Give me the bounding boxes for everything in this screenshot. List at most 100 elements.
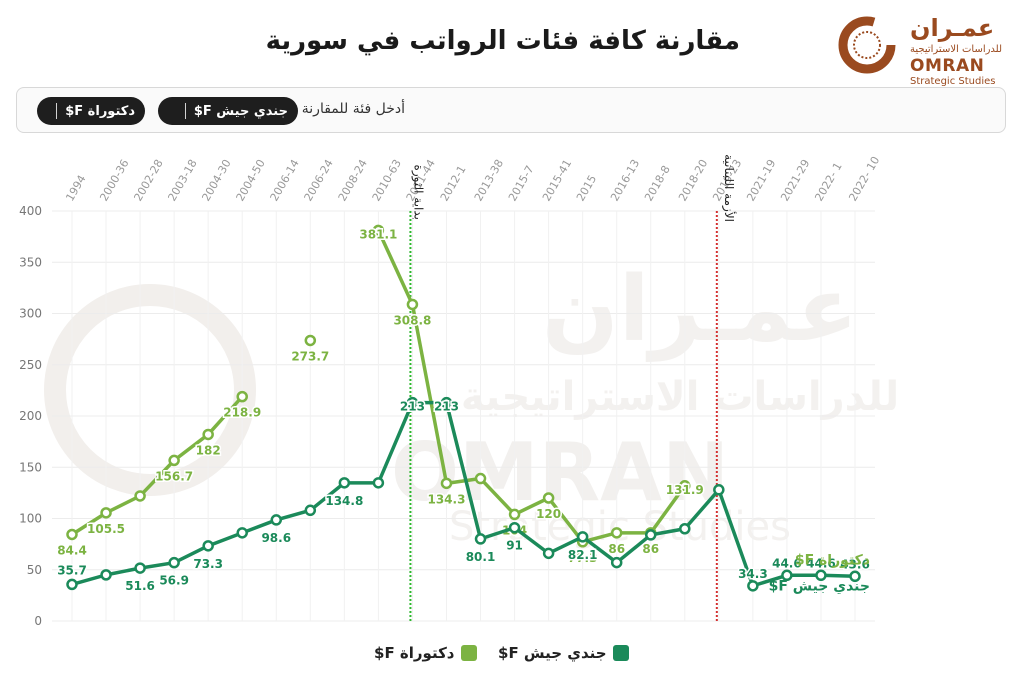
legend-doctorate-label: دكتوراة F$ [374,644,455,662]
watermark-english-sub: Strategic Studies [449,504,791,550]
army-point [440,396,453,409]
army-point [644,529,657,541]
legend-doctorate-swatch [460,645,477,661]
doctorate-point [542,492,555,504]
legend-army-label: جندي جيش F$ [498,644,607,662]
x-tick-label: 2006-24 [302,157,336,203]
crisis-annotation: الأزمة اللبنانية [721,154,737,222]
army-point [270,514,283,526]
army-data-label: 34.3 [738,567,768,581]
doctorate-point [474,472,487,485]
x-tick-label: 2002-28 [131,157,165,203]
x-tick-label: 2000-36 [97,157,131,203]
doctorate-point [134,490,146,502]
army-data-label: 44.6 [806,556,836,570]
army-point [679,523,691,535]
chip-army-separator [184,103,186,119]
y-tick-label: 150 [19,460,42,474]
army-point [406,396,419,409]
army-point [508,521,521,534]
doctorate-data-label: 77.3 [568,551,598,565]
army-data-label: 73.3 [193,557,223,571]
doctorate-point [66,528,78,541]
army-point [372,477,385,489]
doctorate-end-label: دكتوراة F$ [795,552,870,568]
army-point [781,569,793,582]
doctorate-data-label: 218.9 [223,406,261,420]
doctorate-point [679,480,691,492]
army-data-label: 98.6 [261,531,291,545]
army-data-label: 213 [434,400,459,414]
x-tick-label: 2018-8 [642,163,673,203]
y-tick-label: 200 [19,409,42,423]
x-tick-label: 2012-1 [438,163,469,203]
army-point [576,531,589,543]
doctorate-series-line [376,228,687,544]
selector-label: أدخل فئة للمقارنة [301,101,405,117]
doctorate-data-label: 86 [608,542,625,556]
doctorate-point [610,527,623,539]
y-tick-label: 400 [19,204,42,218]
doctorate-series-line [70,394,244,537]
y-tick-label: 250 [19,358,42,372]
doctorate-point [202,428,214,441]
x-tick-label: 2022- 10 [846,154,882,203]
page-title: مقارنة كافة فئات الرواتب في سورية [265,26,740,56]
chip-army[interactable]: جندي جيش F$ [158,97,298,125]
doctorate-point [100,507,112,519]
y-tick-label: 0 [34,614,42,628]
chip-army-label: جندي جيش F$ [193,103,288,119]
x-tick-label: 2010-63 [370,157,404,203]
army-series-line [70,400,857,588]
army-data-label: 80.1 [466,550,496,564]
army-data-label: 91 [506,539,523,553]
omran-logo: عمـران للدراسات الاستراتيجية OMRAN Strat… [832,10,1012,87]
doctorate-data-label: 84.4 [57,543,87,557]
doctorate-point [304,334,317,347]
doctorate-point [440,477,453,490]
legend: جندي جيش F$ دكتوراة F$ [0,640,1024,670]
chip-doctorate[interactable]: دكتوراة F$ [37,97,145,125]
army-data-label: 43.6 [840,557,870,571]
logo-english: OMRAN [910,56,985,76]
doctorate-point [236,390,248,403]
chip-doctorate-label: دكتوراة F$ [65,103,135,119]
x-tick-label: 2003-18 [165,157,199,203]
y-tick-label: 300 [19,307,42,321]
y-tick-label: 50 [27,563,42,577]
army-point [304,504,317,517]
category-selector[interactable]: أدخل فئة للمقارنة جندي جيش F$ دكتوراة F$ [16,87,1006,133]
doctorate-data-label: 105.5 [87,522,125,536]
doctorate-data-label: 273.7 [291,349,329,363]
x-tick-label: 1994 [63,173,88,204]
x-tick-label: 2021-19 [744,157,778,203]
y-tick-label: 350 [19,255,42,269]
army-data-label: 213 [400,400,425,414]
doctorate-data-label: 308.8 [393,313,431,327]
doctorate-point [406,298,419,311]
army-point [100,569,112,581]
logo-english-subtitle: Strategic Studies [910,76,996,87]
army-point [236,527,248,539]
legend-doctorate[interactable]: دكتوراة F$ [374,644,477,662]
legend-army[interactable]: جندي جيش F$ [498,644,629,662]
army-point [747,580,759,592]
army-point [815,569,827,582]
logo-ring-icon [838,16,896,74]
army-data-label: 56.9 [159,574,189,588]
x-tick-label: 2016-13 [608,157,642,203]
chip-doctorate-separator [56,103,58,119]
doctorate-point [168,454,180,467]
doctorate-data-label: 381.1 [359,227,397,241]
revolution-annotation: بداية الثورة [410,165,425,220]
y-tick-label: 100 [19,512,42,526]
army-point [713,484,725,496]
army-data-label: 35.7 [57,563,87,577]
army-point [202,540,214,552]
doctorate-point [372,224,385,237]
x-tick-label: 2008-24 [336,157,370,203]
x-tick-label: 2004-50 [234,157,268,203]
doctorate-data-label: 182 [196,443,221,457]
